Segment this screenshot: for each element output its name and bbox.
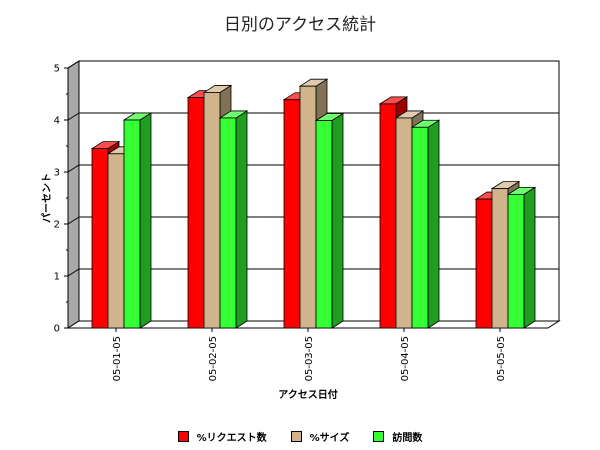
x-tick-label: 05-05-05 xyxy=(496,336,507,381)
y-tick-label: 5 xyxy=(54,64,60,75)
y-tick-label: 2 xyxy=(54,220,60,231)
legend: %リクエスト数 %サイズ 訪問数 xyxy=(0,429,600,444)
legend-entry: %リクエスト数 xyxy=(177,429,267,444)
legend-swatch xyxy=(290,431,302,442)
y-tick-label: 4 xyxy=(54,116,60,127)
gridline-side xyxy=(67,164,80,173)
x-tick-label: 05-02-05 xyxy=(208,336,219,381)
gridline-side xyxy=(67,216,80,225)
x-tick-label: 05-03-05 xyxy=(304,336,315,381)
x-tick-label: 05-01-05 xyxy=(112,336,123,381)
legend-swatch xyxy=(373,431,385,442)
legend-entry: 訪問数 xyxy=(373,429,422,444)
side-wall xyxy=(67,60,80,329)
bar xyxy=(314,112,345,329)
y-axis-title: パーセント xyxy=(41,173,53,223)
legend-label: %サイズ xyxy=(309,433,350,444)
y-tick-label: 3 xyxy=(54,168,60,179)
legend-label: %リクエスト数 xyxy=(196,433,267,444)
bar xyxy=(506,186,537,329)
gridline-side xyxy=(67,268,80,277)
legend-label: 訪問数 xyxy=(392,433,423,444)
y-tick-label: 1 xyxy=(54,272,60,283)
gridline-side xyxy=(67,112,80,121)
y-tick-label: 0 xyxy=(54,324,60,335)
chart-title: 日別のアクセス統計 xyxy=(223,15,377,35)
bar xyxy=(218,110,249,329)
bar xyxy=(410,119,441,329)
x-tick-label: 05-04-05 xyxy=(400,336,411,381)
legend-entry: %サイズ xyxy=(290,429,350,444)
x-axis-title: アクセス日付 xyxy=(278,388,338,401)
bar xyxy=(122,112,153,329)
gridline-side xyxy=(67,60,80,69)
legend-swatch xyxy=(177,431,189,442)
